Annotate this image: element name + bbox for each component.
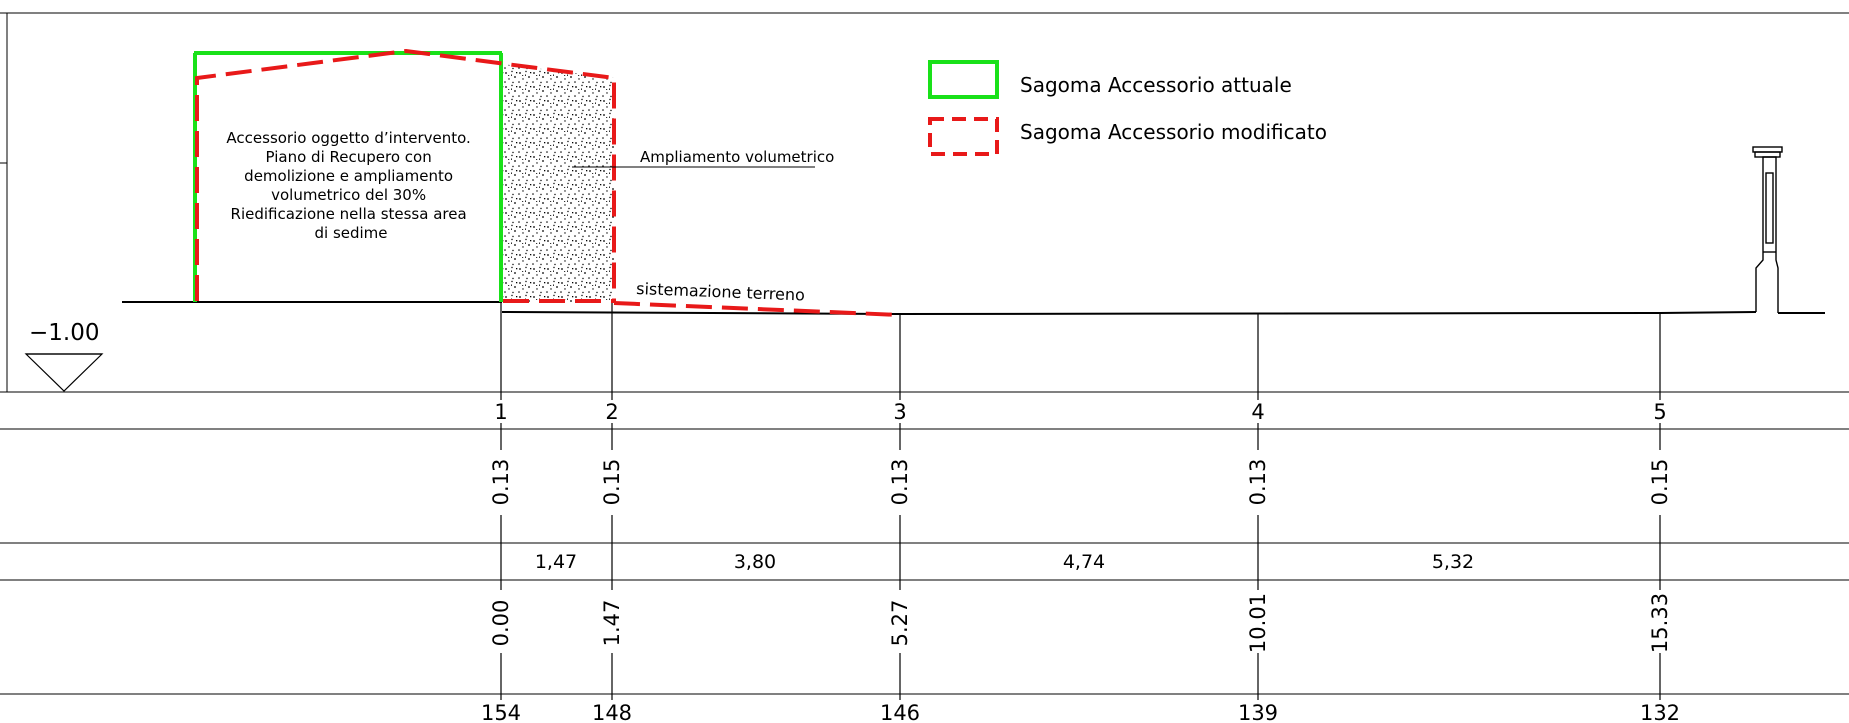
section-station-label: 4: [1251, 400, 1264, 424]
building-note-line: di sedime: [314, 224, 387, 242]
legend: Sagoma Accessorio attuale Sagoma Accesso…: [928, 60, 1327, 156]
section-elevation-label: 139: [1238, 701, 1278, 723]
partial-distance-label: 5,32: [1432, 551, 1474, 573]
section-progressive-label: 1.47: [600, 600, 624, 647]
building-note-line: Piano di Recupero con: [266, 148, 432, 166]
section-station-label: 3: [893, 400, 906, 424]
partial-distance-label: 3,80: [734, 551, 776, 573]
section-station-label: 2: [605, 400, 618, 424]
section-elevation-label: 154: [481, 701, 521, 723]
section-progressive-label: 15.33: [1648, 593, 1672, 653]
building-note-line: Accessorio oggetto d’intervento.: [226, 129, 470, 147]
building-note-line: Riedificazione nella stessa area: [231, 205, 467, 223]
sections-layer: 1 0.13 0.00 154 2 0.15 1.47 148 3 0.13 5.27 146 4 0.1…: [481, 302, 1680, 723]
section-column: 3 0.13 5.27 146: [880, 314, 920, 723]
section-column: 4 0.13 10.01 139: [1238, 314, 1278, 723]
building-note-line: volumetrico del 30%: [271, 186, 426, 204]
distances-layer: 1,47 3,80 4,74 5,32: [535, 551, 1474, 573]
terrain-label: sistemazione terreno: [636, 279, 805, 304]
section-elevation-label: 132: [1640, 701, 1680, 723]
section-progressive-label: 0.00: [489, 600, 513, 647]
section-height-label: 0.13: [489, 459, 513, 506]
legend-current-swatch: [928, 60, 999, 99]
section-height-label: 0.15: [1648, 459, 1672, 506]
partial-distance-label: 1,47: [535, 551, 577, 573]
legend-current-label: Sagoma Accessorio attuale: [1020, 73, 1292, 97]
extension-label: Ampliamento volumetrico: [640, 148, 834, 166]
section-column: 2 0.15 1.47 148: [592, 303, 632, 723]
legend-modified-swatch: [928, 117, 999, 156]
legend-modified-label: Sagoma Accessorio modificato: [1020, 120, 1327, 144]
section-column: 1 0.13 0.00 154: [481, 302, 521, 723]
partial-distance-label: 4,74: [1063, 551, 1105, 573]
section-station-label: 5: [1653, 400, 1666, 424]
datum-elevation-label: −1.00: [29, 320, 99, 346]
section-progressive-label: 5.27: [888, 600, 912, 647]
section-station-label: 1: [494, 400, 507, 424]
section-elevation-label: 146: [880, 701, 920, 723]
frame-lines: [0, 12, 1849, 695]
section-elevation-label: 148: [592, 701, 632, 723]
section-height-label: 0.13: [888, 459, 912, 506]
section-height-label: 0.15: [600, 459, 624, 506]
building-note: Accessorio oggetto d’intervento. Piano d…: [226, 129, 475, 242]
section-height-label: 0.13: [1246, 459, 1270, 506]
modified-outline: [195, 48, 901, 317]
column-element: [1752, 146, 1783, 313]
extension-hatch: [502, 64, 614, 302]
section-column: 5 0.15 15.33 132: [1640, 313, 1680, 723]
datum-marker: −1.00: [24, 320, 104, 392]
section-progressive-label: 10.01: [1246, 593, 1270, 653]
building-note-line: demolizione e ampliamento: [244, 167, 453, 185]
ground-profile: [122, 301, 1825, 316]
